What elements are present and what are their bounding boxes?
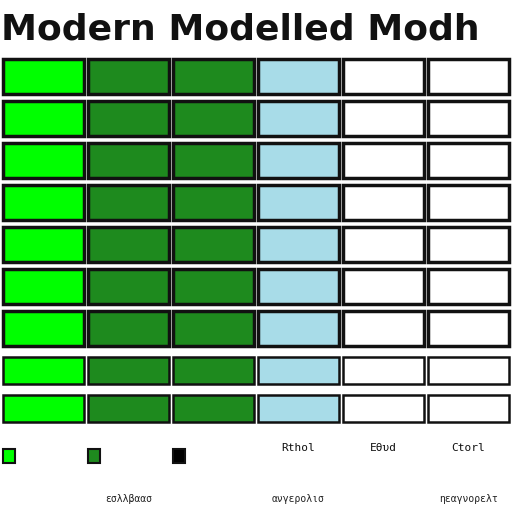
- FancyBboxPatch shape: [343, 143, 424, 178]
- FancyBboxPatch shape: [3, 449, 15, 463]
- FancyBboxPatch shape: [428, 143, 509, 178]
- FancyBboxPatch shape: [88, 101, 169, 136]
- FancyBboxPatch shape: [173, 395, 254, 422]
- FancyBboxPatch shape: [428, 101, 509, 136]
- FancyBboxPatch shape: [88, 59, 169, 94]
- FancyBboxPatch shape: [173, 449, 185, 463]
- FancyBboxPatch shape: [173, 59, 254, 94]
- FancyBboxPatch shape: [258, 185, 339, 220]
- FancyBboxPatch shape: [428, 59, 509, 94]
- FancyBboxPatch shape: [88, 269, 169, 305]
- FancyBboxPatch shape: [343, 395, 424, 422]
- FancyBboxPatch shape: [258, 59, 339, 94]
- FancyBboxPatch shape: [173, 185, 254, 220]
- Text: Rthol: Rthol: [282, 443, 315, 453]
- FancyBboxPatch shape: [428, 311, 509, 347]
- FancyBboxPatch shape: [88, 395, 169, 422]
- FancyBboxPatch shape: [3, 143, 84, 178]
- FancyBboxPatch shape: [258, 357, 339, 385]
- FancyBboxPatch shape: [3, 101, 84, 136]
- FancyBboxPatch shape: [173, 269, 254, 305]
- FancyBboxPatch shape: [88, 311, 169, 347]
- FancyBboxPatch shape: [88, 449, 100, 463]
- FancyBboxPatch shape: [343, 269, 424, 305]
- Text: Ctorl: Ctorl: [452, 443, 485, 453]
- FancyBboxPatch shape: [3, 227, 84, 262]
- FancyBboxPatch shape: [258, 101, 339, 136]
- FancyBboxPatch shape: [3, 357, 84, 385]
- FancyBboxPatch shape: [88, 185, 169, 220]
- FancyBboxPatch shape: [88, 143, 169, 178]
- FancyBboxPatch shape: [173, 311, 254, 347]
- FancyBboxPatch shape: [258, 227, 339, 262]
- FancyBboxPatch shape: [3, 269, 84, 305]
- FancyBboxPatch shape: [343, 227, 424, 262]
- FancyBboxPatch shape: [343, 357, 424, 385]
- FancyBboxPatch shape: [88, 357, 169, 385]
- FancyBboxPatch shape: [3, 185, 84, 220]
- Text: Eθυd: Eθυd: [370, 443, 397, 453]
- FancyBboxPatch shape: [258, 311, 339, 347]
- FancyBboxPatch shape: [428, 227, 509, 262]
- FancyBboxPatch shape: [343, 185, 424, 220]
- FancyBboxPatch shape: [428, 357, 509, 385]
- FancyBboxPatch shape: [258, 143, 339, 178]
- Text: Modern Modelled Modh: Modern Modelled Modh: [2, 13, 480, 47]
- FancyBboxPatch shape: [428, 269, 509, 305]
- FancyBboxPatch shape: [173, 227, 254, 262]
- Text: ηεαγνορελτ: ηεαγνορελτ: [439, 494, 498, 504]
- FancyBboxPatch shape: [343, 101, 424, 136]
- FancyBboxPatch shape: [428, 185, 509, 220]
- FancyBboxPatch shape: [428, 395, 509, 422]
- Text: ανγερολισ: ανγερολισ: [272, 494, 325, 504]
- FancyBboxPatch shape: [258, 395, 339, 422]
- FancyBboxPatch shape: [88, 227, 169, 262]
- FancyBboxPatch shape: [173, 357, 254, 385]
- FancyBboxPatch shape: [343, 59, 424, 94]
- FancyBboxPatch shape: [173, 143, 254, 178]
- FancyBboxPatch shape: [3, 395, 84, 422]
- FancyBboxPatch shape: [173, 101, 254, 136]
- FancyBboxPatch shape: [3, 311, 84, 347]
- Text: εσλλβαασ: εσλλβαασ: [105, 494, 152, 504]
- FancyBboxPatch shape: [3, 59, 84, 94]
- FancyBboxPatch shape: [258, 269, 339, 305]
- FancyBboxPatch shape: [343, 311, 424, 347]
